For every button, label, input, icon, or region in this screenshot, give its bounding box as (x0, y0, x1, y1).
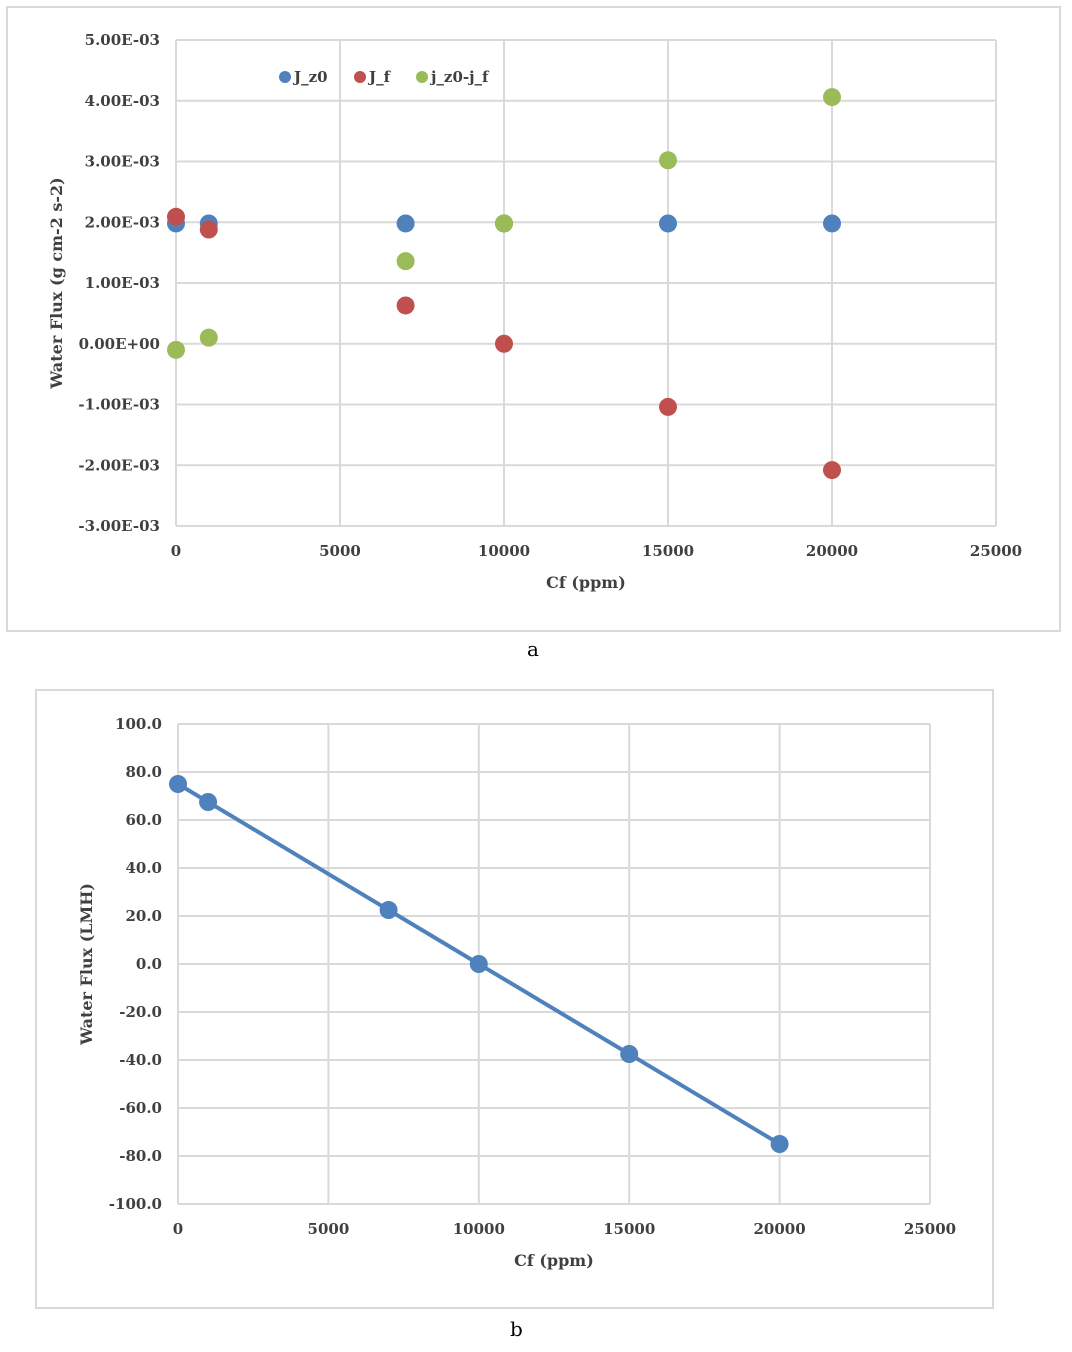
data-point (169, 775, 187, 793)
y-axis-title: Water Flux (g cm-2 s-2) (47, 177, 66, 389)
data-point (396, 296, 415, 315)
y-tick-label: -3.00E-03 (78, 517, 160, 535)
y-tick-label: 5.00E-03 (85, 31, 160, 49)
data-point (823, 88, 841, 107)
legend-entry: j_z0-j_f (429, 68, 490, 86)
x-axis-title: Cf (ppm) (514, 1251, 594, 1270)
data-point (495, 214, 513, 233)
y-tick-label: -20.0 (119, 1003, 162, 1021)
legend-entry: J_z0 (292, 68, 328, 86)
legend-marker (416, 71, 428, 83)
y-tick-label: 100.0 (115, 715, 162, 733)
x-tick-label: 25000 (904, 1220, 956, 1238)
y-tick-label: 40.0 (125, 859, 162, 877)
x-tick-label: 20000 (754, 1220, 806, 1238)
data-point (823, 461, 841, 480)
y-tick-label: 1.00E-03 (85, 274, 160, 292)
y-tick-label: 2.00E-03 (85, 213, 160, 231)
y-axis-title: Water Flux (LMH) (77, 883, 96, 1046)
x-tick-label: 0 (173, 1220, 183, 1238)
legend-entry: J_f (367, 68, 392, 86)
legend-marker (279, 71, 291, 83)
y-tick-label: 20.0 (125, 907, 162, 925)
x-tick-label: 5000 (319, 542, 361, 560)
data-point (167, 207, 185, 226)
data-point (620, 1045, 639, 1063)
series-0 (169, 775, 789, 1153)
chart-a-frame (6, 6, 1061, 632)
caption-b: b (510, 1317, 523, 1341)
x-tick-label: 25000 (970, 542, 1022, 560)
x-tick-label: 5000 (308, 1220, 350, 1238)
chart-a: 0 5000 10000 15000 20000 25000 5.00E-03 4.00E-0… (47, 31, 1022, 592)
data-point (396, 214, 415, 233)
series-1 (167, 207, 841, 480)
x-tick-label: 15000 (642, 542, 694, 560)
data-point (167, 340, 185, 359)
series-2 (167, 88, 841, 359)
x-axis-title: Cf (ppm) (546, 573, 626, 592)
legend: J_z0 J_f j_z0-j_f (279, 68, 490, 86)
data-point (396, 252, 415, 271)
y-tick-label: 0.0 (136, 955, 162, 973)
data-point (770, 1135, 789, 1153)
data-point (199, 328, 218, 347)
y-tick-label: 3.00E-03 (85, 153, 160, 171)
data-point (199, 793, 218, 811)
y-tick-label: -60.0 (119, 1099, 162, 1117)
data-point (823, 214, 841, 233)
chart-1-plot: 0 5000 10000 15000 20000 25000 100.0 80.0 60.0 40… (77, 715, 956, 1270)
data-point (199, 220, 218, 239)
y-tick-label: -40.0 (119, 1051, 162, 1069)
data-point (495, 334, 513, 353)
data-point (469, 955, 488, 973)
y-tick-label: 4.00E-03 (85, 92, 160, 110)
y-tick-label: -100.0 (109, 1195, 162, 1213)
data-point (659, 214, 677, 233)
x-tick-label: 10000 (453, 1220, 505, 1238)
chart-0-plot: 0 5000 10000 15000 20000 25000 5.00E-03 4.00E-0… (47, 31, 1022, 592)
data-point (659, 397, 677, 416)
y-tick-label: -1.00E-03 (78, 396, 160, 414)
data-point (379, 901, 398, 919)
x-tick-label: 10000 (478, 542, 530, 560)
x-tick-label: 0 (171, 542, 181, 560)
y-tick-label: 0.00E+00 (79, 335, 160, 353)
y-tick-label: 60.0 (125, 811, 162, 829)
data-point (659, 151, 677, 170)
y-tick-label: -2.00E-03 (78, 456, 160, 474)
x-tick-label: 15000 (603, 1220, 655, 1238)
caption-a: a (527, 637, 539, 661)
y-tick-label: -80.0 (119, 1147, 162, 1165)
x-tick-label: 20000 (806, 542, 858, 560)
legend-marker (354, 71, 366, 83)
y-tick-label: 80.0 (125, 763, 162, 781)
